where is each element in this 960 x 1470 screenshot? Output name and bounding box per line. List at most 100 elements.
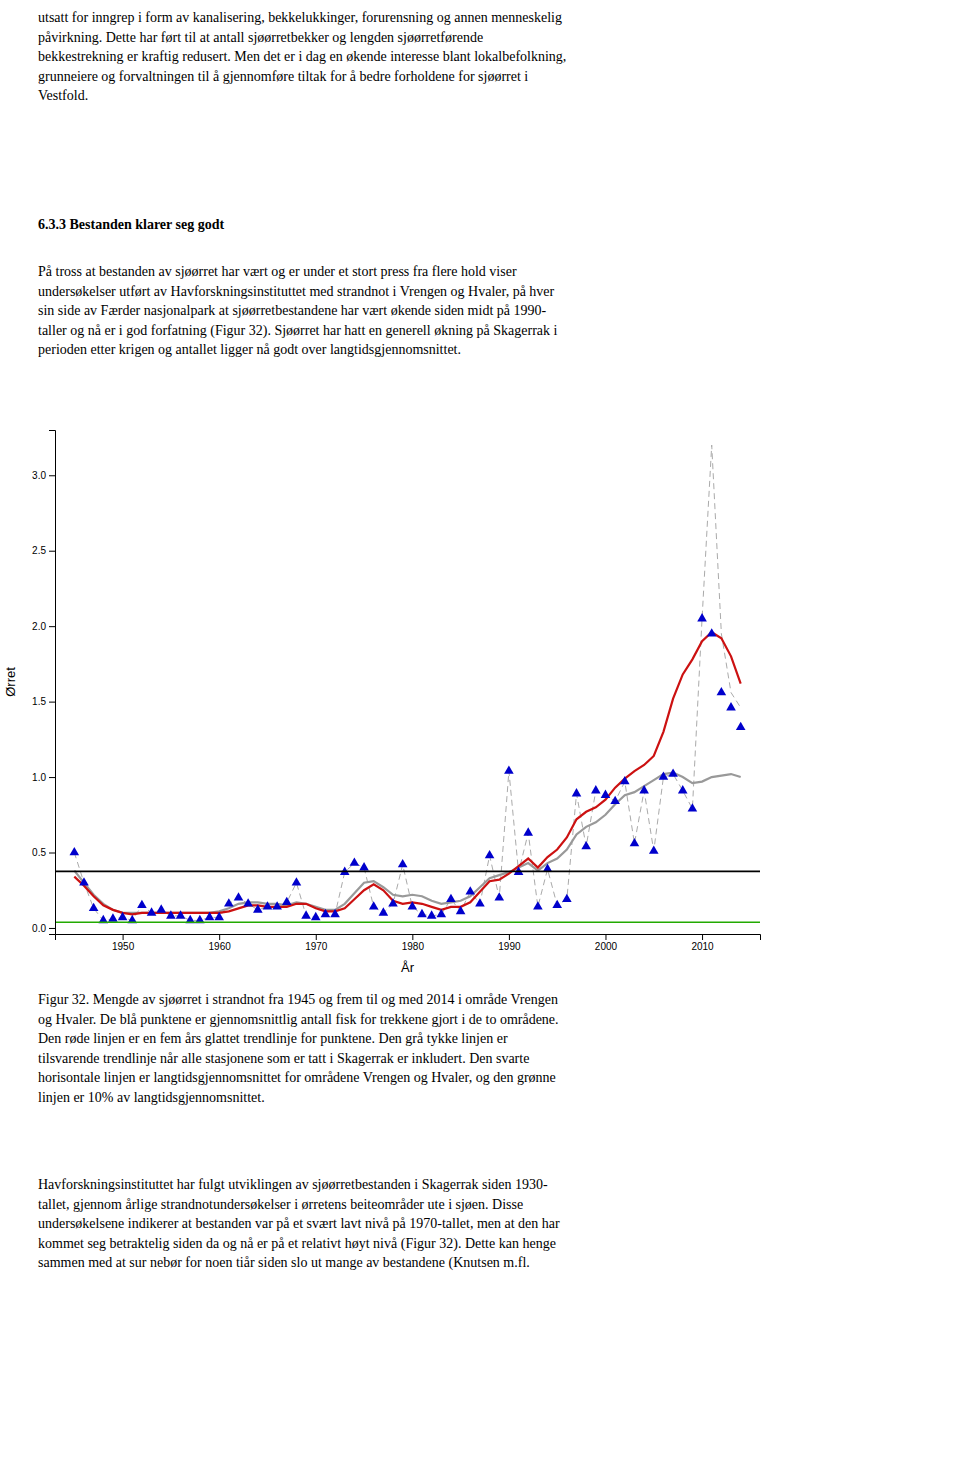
tick-label: 2.0 — [32, 621, 46, 632]
tick-mark — [702, 934, 703, 940]
point — [108, 913, 118, 921]
tick-mark — [49, 626, 55, 627]
tick: 2.5 — [32, 545, 55, 556]
tick-label: 2010 — [691, 941, 714, 952]
point — [388, 898, 398, 906]
y-axis: 0.0 0.5 1.0 1.5 2.0 2.5 3.0 — [32, 431, 55, 935]
point — [205, 912, 215, 920]
tick-label: 0.0 — [32, 923, 46, 934]
tick: 1950 — [112, 934, 135, 952]
point — [408, 901, 418, 909]
tick: 0.0 — [32, 923, 55, 934]
axis-line — [49, 431, 56, 935]
tick-mark — [605, 934, 606, 940]
point — [253, 904, 263, 912]
tick: 2.0 — [32, 621, 55, 632]
point — [717, 687, 727, 695]
point — [581, 841, 591, 849]
marks — [55, 445, 760, 923]
axis-line — [56, 935, 761, 941]
point — [427, 910, 437, 918]
point — [523, 827, 533, 835]
tick-mark — [49, 475, 55, 476]
point — [350, 858, 360, 866]
tick-mark — [49, 928, 55, 929]
tick: 1960 — [209, 934, 232, 952]
tick-label: 0.5 — [32, 847, 46, 858]
point — [214, 912, 224, 920]
point — [678, 785, 688, 793]
point — [446, 894, 456, 902]
point — [417, 909, 427, 917]
point — [465, 886, 475, 894]
tick-mark — [49, 551, 55, 552]
tick-mark — [49, 777, 55, 778]
tick-mark — [412, 934, 413, 940]
chart: 1950 1960 1970 1980 1990 2000 2010 0.0 0.5 1.0 1.5… — [0, 412, 960, 984]
point — [398, 859, 408, 867]
tick: 1970 — [305, 934, 328, 952]
point — [552, 900, 562, 908]
tick-label: 1970 — [305, 941, 328, 952]
point — [224, 898, 234, 906]
point — [234, 892, 244, 900]
point — [707, 628, 717, 636]
point — [649, 845, 659, 853]
line — [74, 445, 740, 920]
tick: 2000 — [595, 934, 618, 952]
point — [301, 910, 311, 918]
point — [562, 894, 572, 902]
tick-label: 2.5 — [32, 545, 46, 556]
tick: 0.5 — [32, 847, 55, 858]
tick-mark — [49, 853, 55, 854]
point — [436, 909, 446, 917]
point — [688, 803, 698, 811]
point — [137, 900, 147, 908]
point — [736, 722, 746, 730]
point — [610, 796, 620, 804]
point — [70, 847, 80, 855]
x-axis: 1950 1960 1970 1980 1990 2000 2010 — [56, 934, 761, 952]
point — [591, 785, 601, 793]
point — [620, 776, 630, 784]
tick-mark — [219, 934, 220, 940]
tick-label: 3.0 — [32, 470, 46, 481]
point — [263, 901, 273, 909]
point — [601, 790, 611, 798]
point — [369, 901, 379, 909]
tick-label: 2000 — [595, 941, 618, 952]
tick-label: 1990 — [498, 941, 521, 952]
point — [494, 892, 504, 900]
point — [166, 910, 176, 918]
tick-label: 1.0 — [32, 772, 46, 783]
x-axis-title: År — [401, 960, 415, 975]
point — [359, 862, 369, 870]
y-axis-title: Ørret — [3, 667, 18, 697]
tick: 1990 — [498, 934, 521, 952]
reference-line — [55, 921, 760, 923]
point — [572, 788, 582, 796]
point — [639, 785, 649, 793]
point — [504, 765, 514, 773]
point — [89, 903, 99, 911]
paragraph: Havforskningsinstituttet har fulgt utvik… — [38, 1175, 560, 1273]
paragraph: 6.3.3 Bestanden klarer seg godt — [38, 215, 224, 235]
tick-label: 1980 — [402, 941, 425, 952]
point — [726, 702, 736, 710]
point — [630, 838, 640, 846]
plot: 1950 1960 1970 1980 1990 2000 2010 0.0 0.5 1.0 1.5… — [3, 431, 761, 976]
point — [659, 772, 669, 780]
point — [668, 768, 678, 776]
point — [147, 907, 157, 915]
point — [697, 613, 707, 621]
tick: 1.5 — [32, 696, 55, 707]
tick: 1.0 — [32, 772, 55, 783]
point — [485, 850, 495, 858]
tick-label: 1.5 — [32, 696, 46, 707]
point — [321, 909, 331, 917]
tick-mark — [123, 934, 124, 940]
point — [311, 912, 321, 920]
tick-label: 1950 — [112, 941, 135, 952]
point — [79, 877, 89, 885]
tick-label: 1960 — [209, 941, 232, 952]
